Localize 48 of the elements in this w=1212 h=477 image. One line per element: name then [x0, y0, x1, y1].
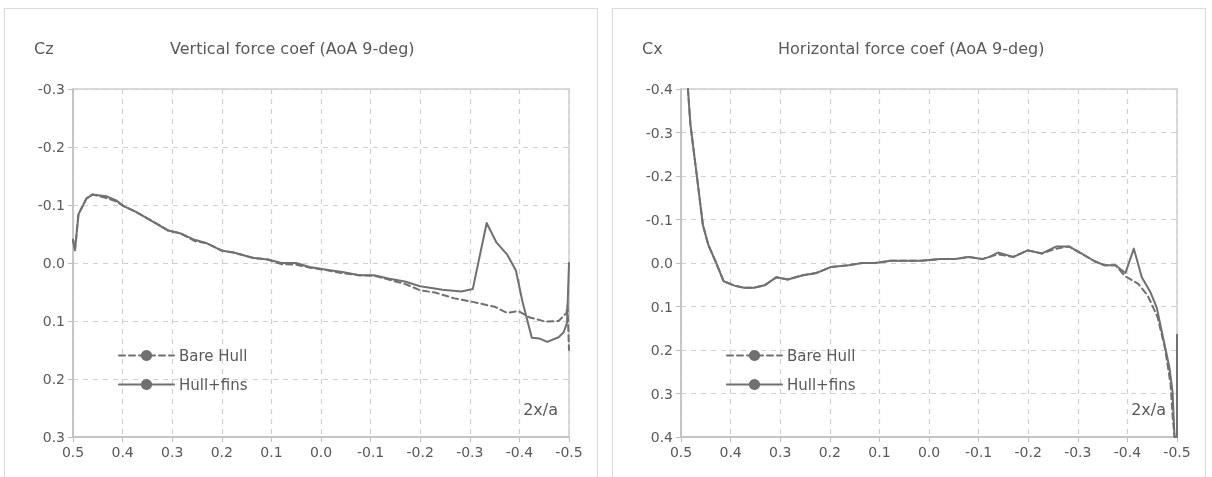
- y-tick-label: -0.3: [645, 124, 673, 141]
- x-tick-label: -0.2: [406, 444, 434, 460]
- y-tick-label: 0.3: [42, 429, 65, 445]
- y-tick-label: 0.1: [42, 313, 65, 329]
- y-tick-label: 0.3: [650, 385, 673, 402]
- y-tick-label: -0.4: [645, 81, 674, 97]
- x-tick-label: -0.5: [555, 444, 583, 460]
- x-tick-label: -0.2: [1014, 444, 1042, 460]
- x-axis-title: 2x/a: [1131, 399, 1166, 419]
- y-tick-label: 0.0: [650, 255, 673, 271]
- x-tick-label: -0.1: [964, 444, 993, 460]
- x-tick-label: 0.4: [111, 444, 134, 460]
- y-tick-label: 0.2: [650, 342, 673, 358]
- chart-title: Vertical force coef (AoA 9-deg): [170, 38, 415, 58]
- legend-label: Hull+fins: [179, 375, 248, 394]
- x-tick-label: -0.5: [1163, 444, 1191, 460]
- y-tick-label: -0.2: [645, 168, 673, 184]
- x-tick-label: 0.5: [61, 444, 85, 460]
- y-tick-label: -0.2: [37, 139, 65, 155]
- y-tick-label: 0.1: [650, 298, 673, 315]
- x-tick-label: -0.4: [1113, 444, 1142, 460]
- y-tick-label: 0.2: [42, 371, 65, 387]
- x-tick-label: -0.3: [1064, 444, 1092, 460]
- legend-label: Bare Hull: [179, 346, 248, 365]
- x-tick-label: 0.3: [769, 444, 792, 460]
- legend-label: Bare Hull: [787, 346, 856, 365]
- x-tick-label: 0.0: [309, 444, 333, 460]
- x-tick-label: -0.4: [505, 444, 534, 460]
- x-axis-title: 2x/a: [523, 399, 558, 419]
- x-tick-label: 0.3: [161, 444, 184, 460]
- y-axis-title: Cx: [642, 38, 663, 58]
- x-tick-label: 0.1: [868, 444, 891, 460]
- y-tick-label: 0.4: [650, 429, 674, 445]
- x-tick-label: -0.3: [456, 444, 484, 460]
- y-tick-label: -0.1: [37, 197, 65, 213]
- legend-label: Hull+fins: [787, 375, 856, 394]
- y-tick-label: -0.3: [37, 81, 65, 97]
- y-tick-label: -0.1: [645, 211, 673, 228]
- x-tick-label: 0.0: [917, 444, 941, 460]
- x-tick-label: 0.1: [260, 444, 283, 460]
- y-tick-label: 0.0: [42, 255, 65, 271]
- x-tick-label: 0.5: [669, 444, 693, 460]
- chart-title: Horizontal force coef (AoA 9-deg): [778, 38, 1045, 58]
- x-tick-label: 0.4: [719, 444, 742, 460]
- x-tick-label: -0.1: [356, 444, 385, 460]
- y-axis-title: Cz: [34, 38, 54, 58]
- x-tick-label: 0.2: [210, 444, 233, 460]
- x-tick-label: 0.2: [818, 444, 841, 460]
